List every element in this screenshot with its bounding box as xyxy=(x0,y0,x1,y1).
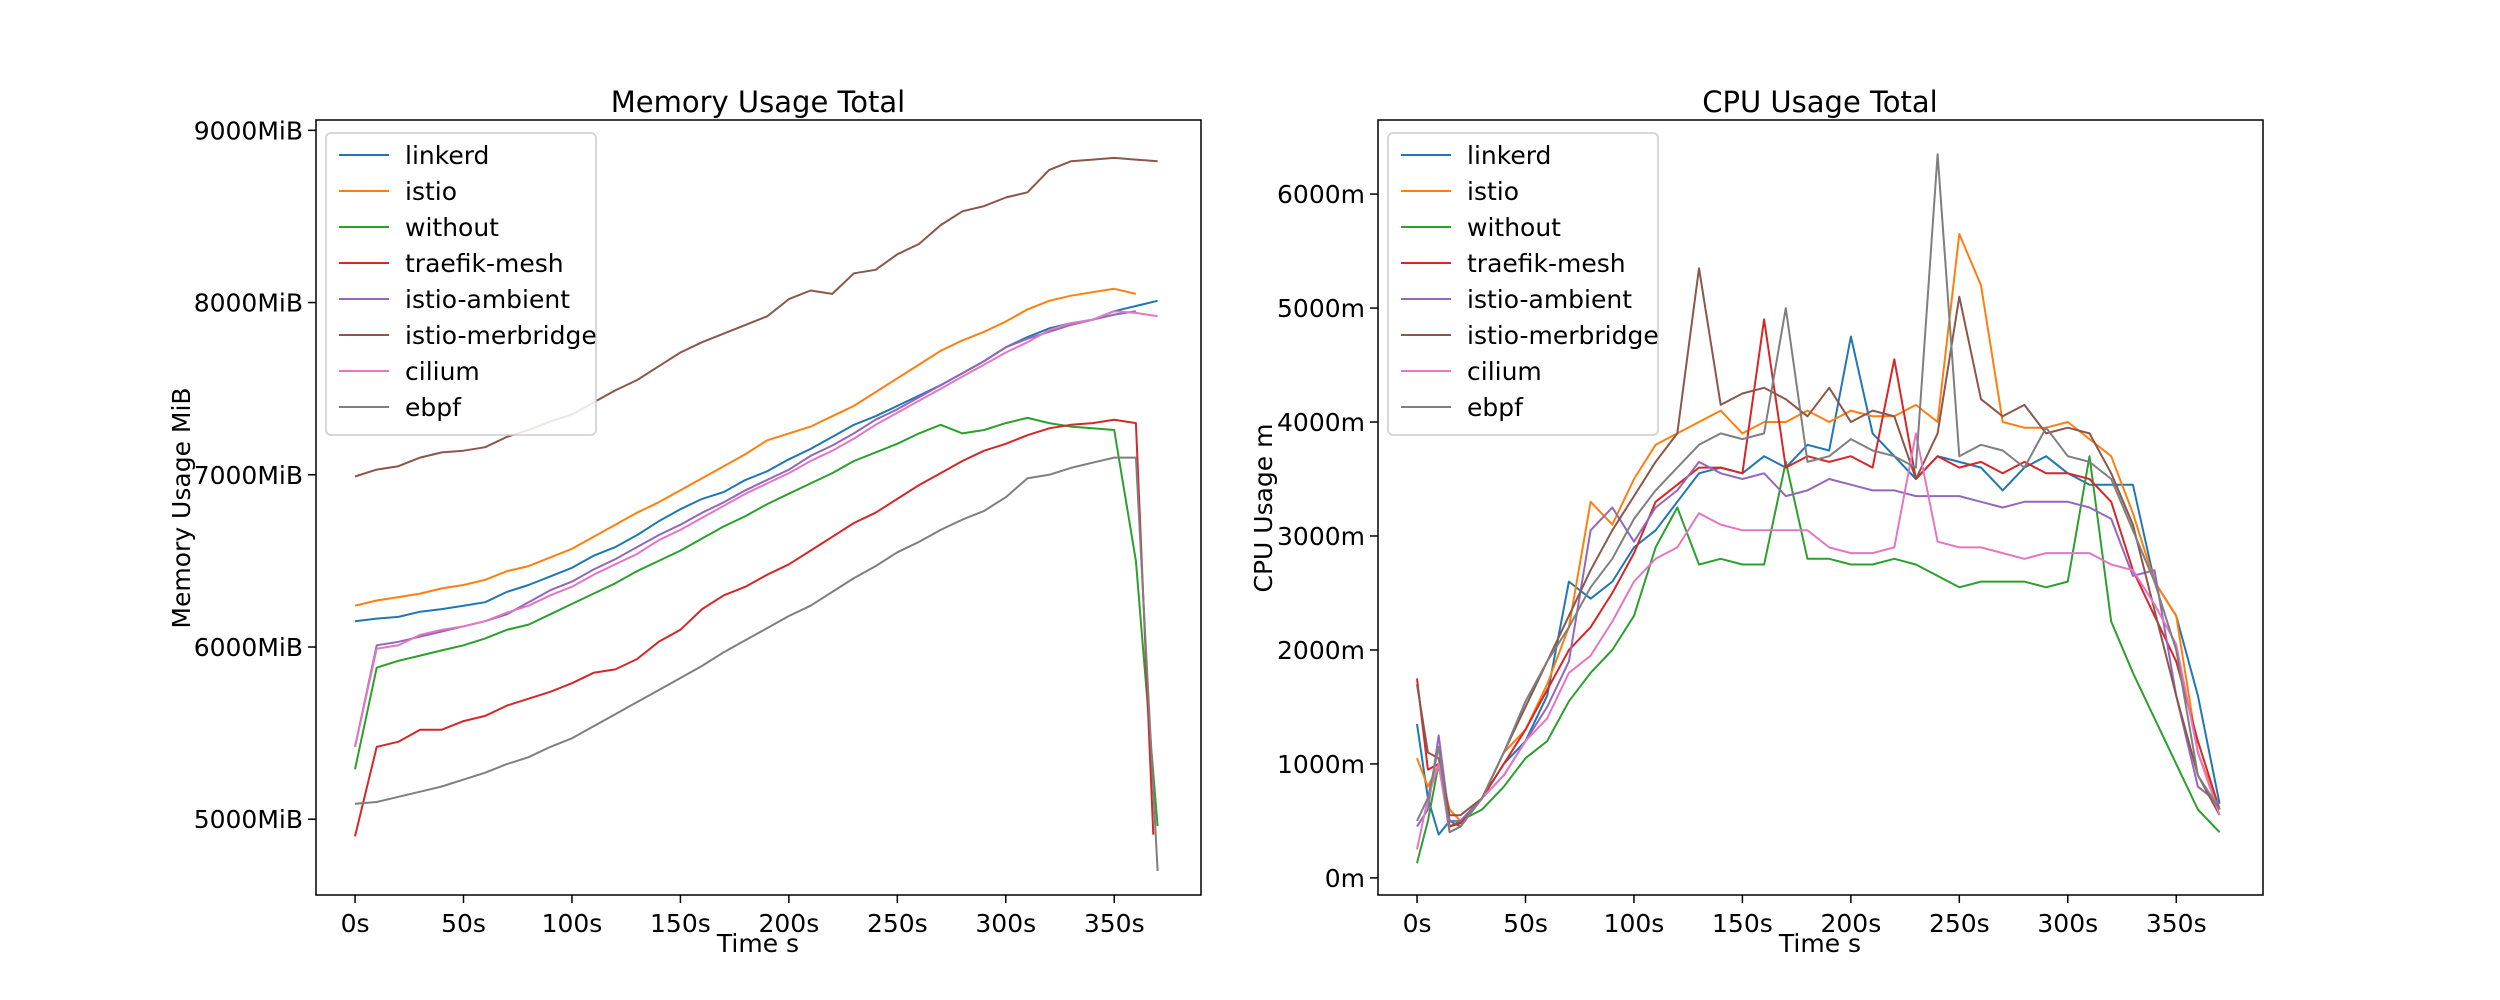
y-tick-label: 0m xyxy=(1325,864,1365,893)
y-tick-label: 3000m xyxy=(1277,522,1365,551)
y-tick-label: 4000m xyxy=(1277,408,1365,437)
y-axis-label: CPU Usage m xyxy=(1249,424,1278,593)
legend-label-istio: istio xyxy=(405,177,457,206)
legend-label-istio-merbridge: istio-merbridge xyxy=(405,321,597,350)
series-line-linkerd xyxy=(1416,335,2221,836)
axes-layer: 0s 50s 100s 150s 200s 250s 300s 350s 0m 1000m 2000… xyxy=(1277,119,2264,938)
x-tick-label: 50s xyxy=(441,909,486,938)
x-tick-label: 0s xyxy=(341,909,370,938)
y-tick-label: 7000MiB xyxy=(194,461,303,490)
series-line-cilium xyxy=(1416,432,2221,850)
memory-usage-panel: Memory Usage Total Time s Memory Usage M… xyxy=(167,85,1202,958)
series-line-traefik-mesh xyxy=(354,418,1155,837)
legend-label-traefik-mesh: traefik-mesh xyxy=(1467,249,1626,278)
legend-label-ebpf: ebpf xyxy=(405,393,462,422)
y-tick-label: 2000m xyxy=(1277,636,1365,665)
x-tick-label: 150s xyxy=(1712,909,1773,938)
series-layer xyxy=(354,156,1159,871)
x-tick-label: 100s xyxy=(542,909,603,938)
series-line-cilium xyxy=(354,310,1158,748)
legend: linkerd istio without traefik-mesh istio-amb… xyxy=(325,132,597,436)
cpu-usage-panel: CPU Usage Total Time s CPU Usage m 0s 50s… xyxy=(1249,85,2264,958)
series-line-linkerd xyxy=(354,299,1158,623)
x-axis-label: Time s xyxy=(716,929,799,958)
legend-label-ebpf: ebpf xyxy=(1467,393,1524,422)
x-axis-label: Time s xyxy=(1778,929,1861,958)
legend-box xyxy=(325,132,597,436)
y-tick-label: 5000m xyxy=(1277,294,1365,323)
series-line-traefik-mesh xyxy=(1416,318,2221,828)
chart-title: Memory Usage Total xyxy=(611,85,905,119)
axes-layer: 0s 50s 100s 150s 200s 250s 300s 350s 5000MiB 6000… xyxy=(194,116,1202,938)
legend-label-istio-merbridge: istio-merbridge xyxy=(1467,321,1659,350)
y-axis-label: Memory Usage MiB xyxy=(167,387,196,628)
x-tick-label: 350s xyxy=(1084,909,1145,938)
legend-label-without: without xyxy=(405,213,499,242)
x-tick-label: 0s xyxy=(1403,909,1432,938)
y-tick-label: 6000m xyxy=(1277,180,1365,209)
x-tick-label: 200s xyxy=(758,909,819,938)
series-line-istio-merbridge xyxy=(1416,267,2221,817)
legend-label-without: without xyxy=(1467,213,1561,242)
y-tick-label: 8000MiB xyxy=(194,289,303,318)
x-tick-label: 350s xyxy=(2146,909,2207,938)
series-line-without xyxy=(1416,455,2221,864)
x-tick-label: 150s xyxy=(650,909,711,938)
legend-label-traefik-mesh: traefik-mesh xyxy=(405,249,564,278)
x-tick-label: 250s xyxy=(1929,909,1990,938)
legend-label-istio-ambient: istio-ambient xyxy=(405,285,570,314)
series-line-ebpf xyxy=(1416,153,2221,834)
x-tick-label: 300s xyxy=(2037,909,2098,938)
x-tick-label: 250s xyxy=(867,909,928,938)
y-tick-label: 9000MiB xyxy=(194,116,303,145)
legend-label-linkerd: linkerd xyxy=(405,141,489,170)
x-tick-label: 50s xyxy=(1503,909,1548,938)
chart-title: CPU Usage Total xyxy=(1702,85,1937,119)
x-tick-label: 100s xyxy=(1604,909,1665,938)
legend-label-istio: istio xyxy=(1467,177,1519,206)
legend-box xyxy=(1387,132,1659,436)
legend: linkerd istio without traefik-mesh istio-amb… xyxy=(1387,132,1659,436)
plot-frame xyxy=(1377,119,2264,896)
legend-label-cilium: cilium xyxy=(405,357,480,386)
legend-label-cilium: cilium xyxy=(1467,357,1542,386)
legend-label-linkerd: linkerd xyxy=(1467,141,1551,170)
x-tick-label: 300s xyxy=(975,909,1036,938)
series-line-ebpf xyxy=(354,456,1159,871)
legend-label-istio-ambient: istio-ambient xyxy=(1467,285,1632,314)
y-tick-label: 1000m xyxy=(1277,750,1365,779)
x-tick-label: 200s xyxy=(1820,909,1881,938)
series-line-istio xyxy=(354,287,1137,607)
y-tick-label: 5000MiB xyxy=(194,805,303,834)
y-tick-label: 6000MiB xyxy=(194,633,303,662)
series-line-without xyxy=(354,416,1159,827)
series-layer xyxy=(1416,153,2221,864)
plot-frame xyxy=(315,119,1202,896)
series-line-istio-merbridge xyxy=(354,156,1158,478)
